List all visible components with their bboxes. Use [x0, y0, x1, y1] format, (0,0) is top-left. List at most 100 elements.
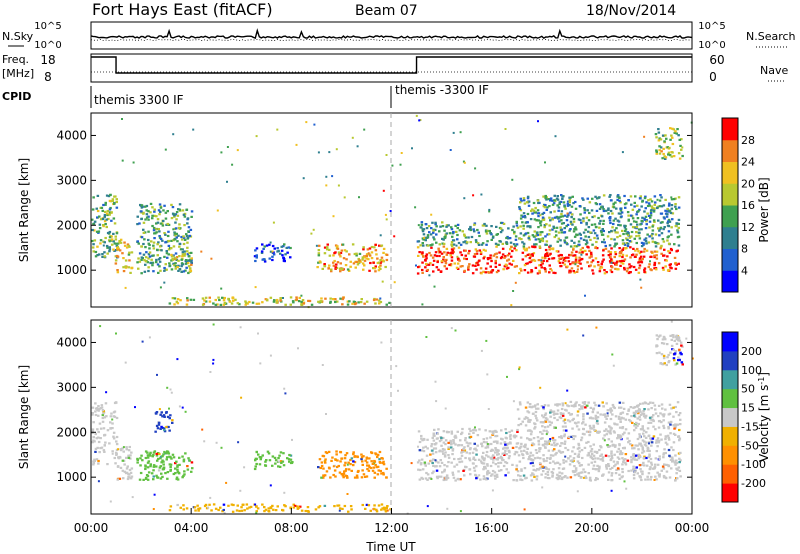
y-tick-label: 4000 [56, 335, 87, 349]
range-gate-cell [142, 228, 145, 231]
range-gate-cell [591, 467, 595, 470]
range-gate-cell [524, 443, 527, 446]
range-gate-cell [429, 244, 432, 247]
range-gate-cell [432, 236, 435, 239]
range-gate-cell [615, 263, 618, 266]
range-gate-cell [444, 407, 447, 410]
range-gate-cell [116, 245, 119, 248]
range-gate-cell [677, 466, 681, 469]
range-gate-cell [255, 505, 258, 508]
range-gate-cell [593, 236, 596, 240]
range-gate-cell [588, 434, 591, 437]
range-gate-cell [91, 246, 95, 249]
range-gate-cell [257, 453, 260, 456]
range-gate-cell [644, 239, 648, 243]
range-gate-cell [554, 230, 558, 233]
range-gate-cell [560, 435, 563, 438]
range-gate-cell [486, 464, 489, 467]
range-gate-cell [592, 408, 595, 411]
range-gate-cell [358, 259, 361, 262]
range-gate-cell [541, 216, 545, 219]
range-gate-cell [605, 428, 608, 431]
range-gate-cell [283, 387, 286, 390]
range-gate-cell [528, 261, 532, 264]
range-gate-cell [516, 428, 519, 432]
range-gate-cell [344, 454, 347, 457]
range-gate-cell [99, 325, 102, 328]
range-gate-cell [605, 464, 608, 467]
range-gate-cell [353, 252, 357, 256]
range-gate-cell [556, 250, 560, 253]
range-gate-cell [176, 240, 179, 243]
range-gate-cell [669, 334, 672, 337]
range-gate-cell [367, 252, 370, 255]
range-gate-cell [414, 206, 417, 209]
range-gate-cell [428, 231, 431, 234]
range-gate-cell [527, 411, 531, 414]
range-gate-cell [557, 254, 561, 257]
range-gate-cell [385, 154, 388, 156]
range-gate-cell [515, 445, 518, 449]
range-gate-cell [307, 299, 310, 302]
range-gate-cell [605, 467, 609, 470]
range-gate-cell [535, 475, 539, 478]
range-gate-cell [300, 303, 304, 306]
range-gate-cell [594, 404, 597, 407]
colorbar-swatch [722, 118, 738, 141]
range-gate-cell [152, 270, 155, 273]
range-gate-cell [109, 415, 113, 418]
range-gate-cell [450, 228, 454, 231]
range-gate-cell [103, 444, 106, 447]
range-gate-cell [227, 297, 230, 300]
range-gate-cell [553, 216, 557, 219]
range-gate-cell [185, 208, 189, 211]
range-gate-cell [676, 477, 679, 480]
range-gate-cell [417, 430, 421, 433]
range-gate-cell [163, 204, 166, 207]
range-gate-cell [506, 375, 508, 378]
range-gate-cell [579, 262, 582, 265]
range-gate-cell [661, 221, 664, 224]
range-gate-cell [447, 431, 450, 434]
range-gate-cell [460, 253, 464, 257]
range-gate-cell [445, 225, 448, 228]
range-gate-cell [666, 343, 669, 346]
range-gate-cell [572, 446, 575, 449]
range-gate-cell [277, 457, 280, 460]
range-gate-cell [317, 506, 320, 509]
range-gate-cell [533, 259, 537, 262]
range-gate-cell [577, 474, 581, 477]
freq-tick-low: 8 [44, 70, 52, 84]
range-gate-cell [465, 466, 468, 469]
range-gate-cell [615, 207, 618, 210]
range-gate-cell [522, 449, 526, 452]
range-gate-cell [582, 231, 586, 234]
range-gate-cell [492, 440, 496, 443]
range-gate-cell [549, 415, 552, 418]
range-gate-cell [416, 272, 420, 275]
range-gate-cell [670, 198, 674, 201]
range-gate-cell [548, 233, 551, 236]
range-gate-cell [236, 302, 240, 305]
colorbar-swatch [722, 464, 738, 484]
range-gate-cell [681, 146, 684, 149]
range-gate-cell [317, 300, 320, 303]
range-gate-cell [667, 250, 670, 253]
range-gate-cell [96, 209, 100, 213]
range-gate-cell [602, 473, 605, 476]
range-gate-cell [608, 216, 611, 220]
range-gate-cell [159, 269, 162, 272]
range-gate-cell [579, 471, 583, 474]
range-gate-cell [440, 438, 443, 441]
range-gate-cell [165, 268, 168, 271]
range-gate-cell [189, 269, 193, 272]
range-gate-cell [477, 263, 480, 267]
range-gate-cell [642, 450, 646, 453]
range-gate-cell [335, 148, 338, 151]
range-gate-cell [320, 476, 323, 479]
range-gate-cell [450, 226, 453, 229]
range-gate-cell [514, 450, 517, 454]
range-gate-cell [638, 267, 641, 270]
range-gate-cell [522, 224, 525, 227]
range-gate-cell [539, 263, 543, 267]
